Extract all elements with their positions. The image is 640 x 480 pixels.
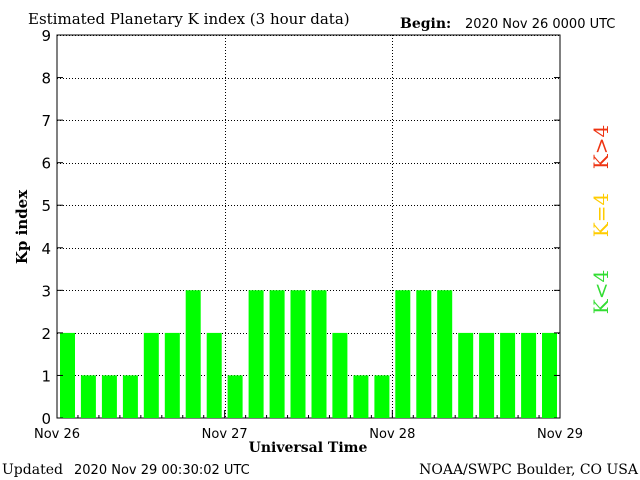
source-credit: NOAA/SWPC Boulder, CO USA xyxy=(419,462,639,478)
x-axis-label: Universal Time xyxy=(249,440,368,456)
kp-bar xyxy=(164,332,180,418)
y-tick-label: 3 xyxy=(41,282,51,300)
y-ticks-group: 0 1 2 3 4 5 6 7 8 9 xyxy=(41,27,560,428)
y-tick-label: 6 xyxy=(41,155,51,173)
kp-bar xyxy=(269,290,285,418)
begin-value: 2020 Nov 26 0000 UTC xyxy=(465,17,615,32)
updated-value: 2020 Nov 29 00:30:02 UTC xyxy=(74,463,250,478)
begin-label: Begin: xyxy=(400,16,451,32)
y-tick-label: 9 xyxy=(41,27,51,45)
y-tick-label: 5 xyxy=(41,197,51,215)
kp-bar xyxy=(458,332,474,418)
kp-bar xyxy=(542,332,557,418)
updated-label: Updated xyxy=(2,462,63,478)
kp-bar xyxy=(206,332,222,418)
kp-bar xyxy=(374,375,390,418)
kp-bar xyxy=(395,290,411,418)
kp-bar xyxy=(101,375,117,418)
x-tick-label: Nov 27 xyxy=(202,427,248,442)
y-tick-label: 0 xyxy=(41,410,51,428)
chart-title: Estimated Planetary K index (3 hour data… xyxy=(28,10,350,28)
bars-group xyxy=(60,290,557,418)
x-tick-label: Nov 26 xyxy=(34,427,80,442)
legend-k-above-4: K>4 xyxy=(589,125,613,169)
y-tick-label: 8 xyxy=(41,70,51,88)
kp-bar xyxy=(332,332,348,418)
grid-lines xyxy=(57,35,560,418)
legend-k-below-4: K<4 xyxy=(589,270,613,314)
kp-bar xyxy=(143,332,159,418)
kp-bar xyxy=(80,375,96,418)
y-tick-label: 2 xyxy=(41,325,51,343)
x-tick-label: Nov 29 xyxy=(537,427,583,442)
kp-bar xyxy=(437,290,453,418)
kp-bar xyxy=(500,332,516,418)
kp-bar xyxy=(60,332,75,418)
kp-bar xyxy=(122,375,138,418)
x-tick-label: Nov 28 xyxy=(369,427,415,442)
x-ticks-group: Nov 26 Nov 27 Nov 28 Nov 29 xyxy=(34,410,583,442)
kp-bar xyxy=(185,290,201,418)
kp-bar xyxy=(416,290,432,418)
kp-bar xyxy=(290,290,306,418)
y-tick-label: 1 xyxy=(41,367,51,385)
plot-area xyxy=(56,34,561,419)
kp-bar xyxy=(353,375,369,418)
y-tick-label: 4 xyxy=(41,240,51,258)
kp-bar xyxy=(479,332,495,418)
legend-k-equals-4: K=4 xyxy=(589,193,613,237)
kp-bar xyxy=(227,375,243,418)
kp-bar xyxy=(248,290,264,418)
y-axis-label: Kp index xyxy=(13,189,31,264)
kp-bar xyxy=(311,290,327,418)
y-tick-label: 7 xyxy=(41,112,51,130)
kp-bar xyxy=(521,332,537,418)
